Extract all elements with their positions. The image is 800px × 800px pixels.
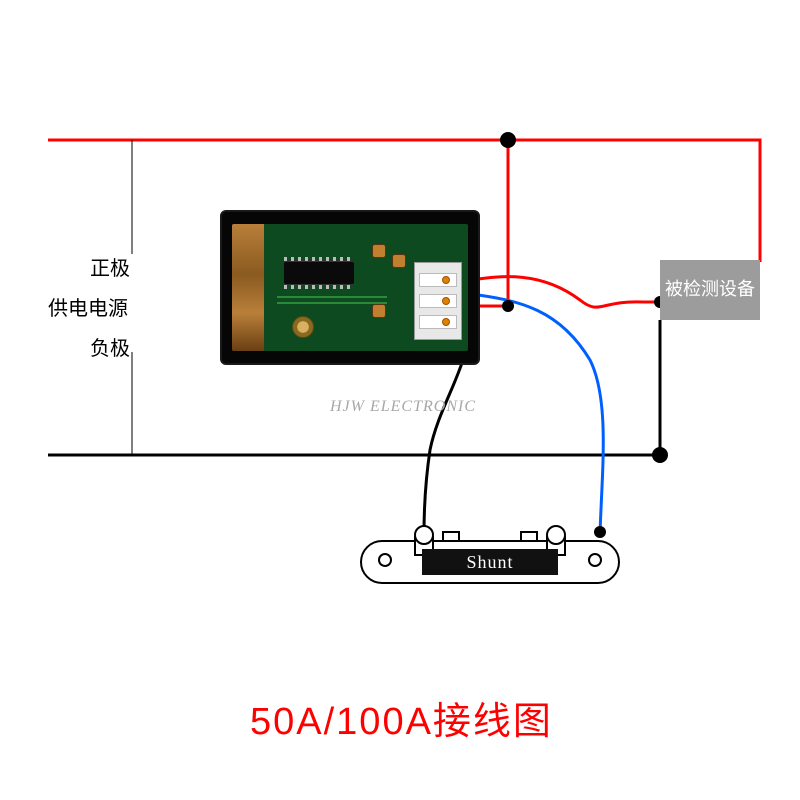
connector-pin: [419, 315, 457, 329]
pcb-copper-edge: [232, 224, 264, 351]
trimmer-pot: [292, 316, 314, 338]
pcb-board: [232, 224, 468, 351]
shunt-post: [520, 531, 538, 540]
shunt-mounting-hole: [588, 553, 602, 567]
device-under-test: 被检测设备: [660, 260, 760, 320]
wire-sense-red: [470, 277, 660, 308]
pcb-trace: [277, 302, 387, 304]
label-power-supply: 供电电源: [48, 292, 128, 321]
ic-chip: [284, 262, 354, 284]
shunt-post: [442, 531, 460, 540]
shunt-mounting-hole: [378, 553, 392, 567]
meter-module: [220, 210, 480, 365]
device-label: 被检测设备: [665, 279, 755, 301]
junction-node: [502, 300, 514, 312]
shunt-terminal-ring: [414, 525, 434, 545]
shunt-resistor: Shunt: [360, 540, 620, 584]
smd-component: [372, 244, 386, 258]
shunt-bar: Shunt: [422, 549, 558, 575]
wire-sense-blue: [470, 294, 603, 534]
diagram-title: 50A/100A接线图: [250, 690, 553, 745]
watermark-text: HJW ELECTRONIC: [330, 398, 476, 416]
smd-component: [372, 304, 386, 318]
smd-component: [392, 254, 406, 268]
wire-connector: [414, 262, 462, 340]
connector-pin: [419, 273, 457, 287]
shunt-terminal-ring: [546, 525, 566, 545]
shunt-label: Shunt: [466, 552, 513, 573]
label-negative: 负极: [90, 332, 130, 361]
junction-node: [594, 526, 606, 538]
pcb-trace: [277, 296, 387, 298]
junction-node: [652, 447, 668, 463]
junction-node: [500, 132, 516, 148]
connector-pin: [419, 294, 457, 308]
wiring-diagram: 正极 供电电源 负极 被检测设备: [0, 0, 800, 800]
label-positive: 正极: [90, 252, 130, 281]
